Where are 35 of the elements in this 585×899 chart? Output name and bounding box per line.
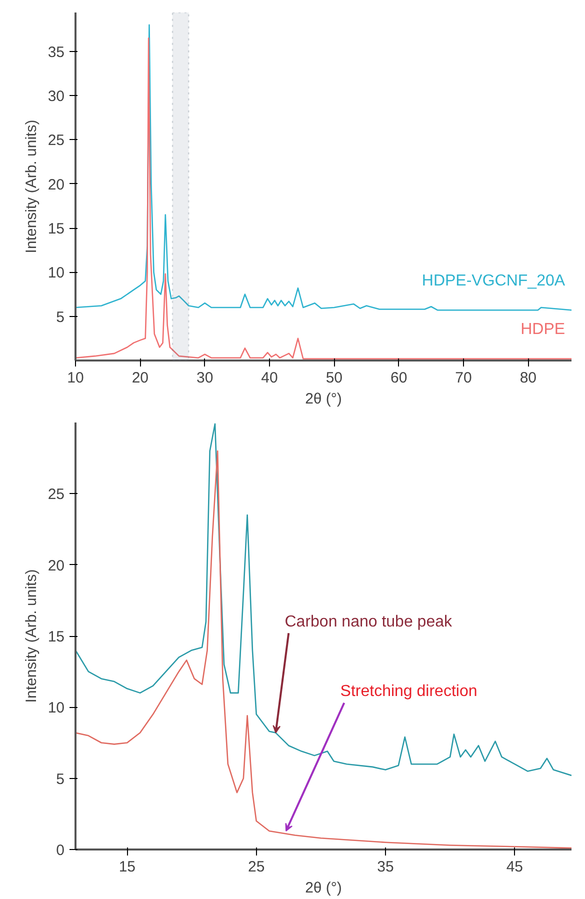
x-tick-label: 45: [506, 858, 524, 876]
series-label: HDPE-VGCNF_20A: [422, 272, 566, 290]
y-tick-label: 15: [48, 220, 65, 238]
x-axis-title: 2θ (°): [305, 880, 342, 896]
y-tick-label: 25: [48, 486, 65, 504]
x-tick-label: 30: [196, 370, 214, 386]
x-tick-label: 60: [390, 370, 408, 386]
line-series: [76, 423, 572, 776]
y-tick-label: 10: [48, 264, 65, 282]
y-axis-title: Intensity (Arb. units): [22, 569, 40, 703]
line-series: [76, 24, 572, 311]
y-tick-label: 10: [48, 700, 65, 717]
x-axis-title: 2θ (°): [305, 390, 342, 408]
x-tick-label: 15: [118, 858, 136, 876]
y-tick-label: 25: [48, 132, 65, 150]
x-tick-label: 35: [377, 858, 394, 876]
x-tick-label: 20: [132, 370, 149, 386]
x-tick-label: 50: [326, 370, 343, 386]
y-tick-label: 20: [48, 176, 65, 194]
x-tick-label: 25: [248, 858, 265, 876]
annotation: Stretching direction: [340, 683, 478, 700]
y-tick-label: 30: [48, 88, 65, 106]
y-tick-label: 20: [48, 557, 65, 574]
y-axis-title: Intensity (Arb. units): [22, 120, 40, 254]
series-label: HDPE: [520, 320, 566, 338]
x-tick-label: 70: [455, 370, 472, 386]
y-tick-label: 15: [48, 628, 65, 646]
y-tick-label: 0: [56, 842, 64, 859]
x-tick-label: 10: [67, 370, 84, 386]
y-tick-label: 5: [56, 770, 64, 788]
y-tick-label: 35: [48, 44, 65, 61]
x-tick-label: 40: [261, 370, 278, 386]
x-tick-label: 80: [520, 370, 537, 386]
annotation: Carbon nano tube peak: [284, 613, 453, 630]
y-tick-label: 5: [56, 308, 64, 326]
